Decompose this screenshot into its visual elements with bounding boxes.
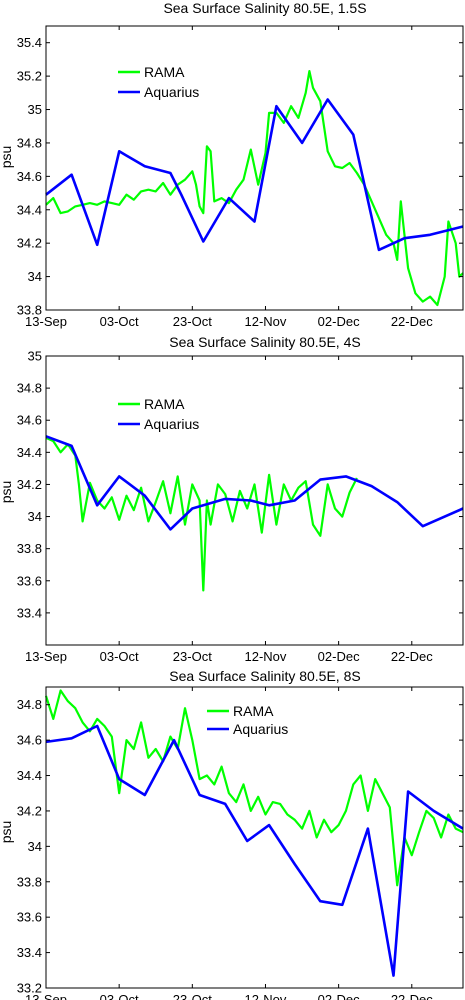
y-tick-label: 34.2 (17, 477, 42, 492)
y-tick-label: 33.8 (17, 303, 42, 318)
legend: RAMA Aquarius (118, 64, 199, 100)
legend-label-rama: RAMA (144, 396, 185, 412)
chart-panel-2: Sea Surface Salinity 80.5E, 4S psu 13-Se… (0, 334, 464, 664)
x-tick-label: 23-Oct (173, 649, 212, 664)
y-tick-label: 34.2 (17, 803, 42, 818)
chart-panel-3: Sea Surface Salinity 80.5E, 8S psu 13-Se… (0, 668, 464, 1000)
series-line-rama (45, 436, 358, 592)
x-tick-label: 03-Oct (100, 649, 139, 664)
y-axis-label: psu (0, 481, 14, 504)
series-line-aquarius (45, 435, 464, 531)
x-tick-label: 23-Oct (173, 992, 212, 1000)
y-tick-label: 34.8 (17, 697, 42, 712)
y-tick-label: 33.8 (17, 874, 42, 889)
y-tick-label: 34.4 (17, 768, 42, 783)
chart-title: Sea Surface Salinity 80.5E, 4S (169, 334, 360, 350)
x-tick-label: 03-Oct (100, 992, 139, 1000)
y-tick-label: 33.4 (17, 605, 42, 620)
chart-title: Sea Surface Salinity 80.5E, 1.5S (163, 0, 366, 16)
plot-area: 13-Sep 03-Oct 23-Oct 12-Nov 02-Dec 22-Dec 33.4… (17, 349, 464, 664)
series-line-aquarius (45, 98, 464, 252)
x-tick-label: 22-Dec (391, 992, 433, 1000)
y-tick-label: 34.2 (17, 236, 42, 251)
x-tick-label: 02-Dec (318, 314, 360, 329)
legend-label-aquarius: Aquarius (233, 721, 288, 737)
x-tick-label: 22-Dec (391, 314, 433, 329)
plot-frame (45, 686, 464, 989)
y-axis-label: psu (0, 821, 14, 844)
x-tick-label: 12-Nov (245, 649, 287, 664)
y-tick-label: 35.2 (17, 69, 42, 84)
plot-frame (45, 355, 464, 646)
x-tick-label: 13-Sep (25, 649, 67, 664)
y-tick-label: 35.4 (17, 35, 42, 50)
x-tick-label: 12-Nov (245, 992, 287, 1000)
y-tick-label: 34.6 (17, 733, 42, 748)
y-tick-label: 34 (28, 839, 42, 854)
legend-label-rama: RAMA (233, 703, 274, 719)
y-tick-label: 34 (28, 269, 42, 284)
chart-title: Sea Surface Salinity 80.5E, 8S (169, 668, 360, 684)
x-tick-label: 12-Nov (245, 314, 287, 329)
y-tick-label: 34.6 (17, 169, 42, 184)
y-tick-label: 33.4 (17, 945, 42, 960)
y-tick-label: 34.8 (17, 135, 42, 150)
y-tick-label: 34 (28, 509, 42, 524)
y-tick-label: 33.2 (17, 981, 42, 996)
legend-label-aquarius: Aquarius (144, 416, 199, 432)
y-tick-label: 34.4 (17, 202, 42, 217)
y-tick-label: 34.6 (17, 413, 42, 428)
x-tick-label: 02-Dec (318, 649, 360, 664)
x-tick-label: 13-Sep (25, 992, 67, 1000)
series-line-rama (44, 689, 464, 887)
plot-frame (45, 25, 464, 311)
chart-panel-1: Sea Surface Salinity 80.5E, 1.5S psu 13-… (0, 0, 464, 329)
legend: RAMA Aquarius (118, 396, 199, 432)
x-tick-label: 23-Oct (173, 314, 212, 329)
y-tick-label: 33.6 (17, 573, 42, 588)
x-tick-label: 02-Dec (318, 992, 360, 1000)
x-tick-label: 13-Sep (25, 314, 67, 329)
plot-area: 13-Sep 03-Oct 23-Oct 12-Nov 02-Dec 22-Dec 33.2… (17, 686, 464, 1000)
y-tick-label: 34.8 (17, 381, 42, 396)
series-line-aquarius (45, 724, 464, 977)
legend: RAMA Aquarius (207, 703, 288, 737)
x-tick-label: 22-Dec (391, 649, 433, 664)
x-tick-label: 03-Oct (100, 314, 139, 329)
y-axis-label: psu (0, 146, 14, 169)
y-tick-label: 33.6 (17, 910, 42, 925)
plot-area: 13-Sep 03-Oct 23-Oct 12-Nov 02-Dec 22-Dec 33.8… (17, 25, 464, 329)
legend-label-aquarius: Aquarius (144, 84, 199, 100)
y-tick-label: 34.4 (17, 445, 42, 460)
y-tick-label: 35 (28, 349, 42, 364)
y-tick-label: 33.8 (17, 541, 42, 556)
y-tick-label: 35 (28, 102, 42, 117)
legend-label-rama: RAMA (144, 64, 185, 80)
